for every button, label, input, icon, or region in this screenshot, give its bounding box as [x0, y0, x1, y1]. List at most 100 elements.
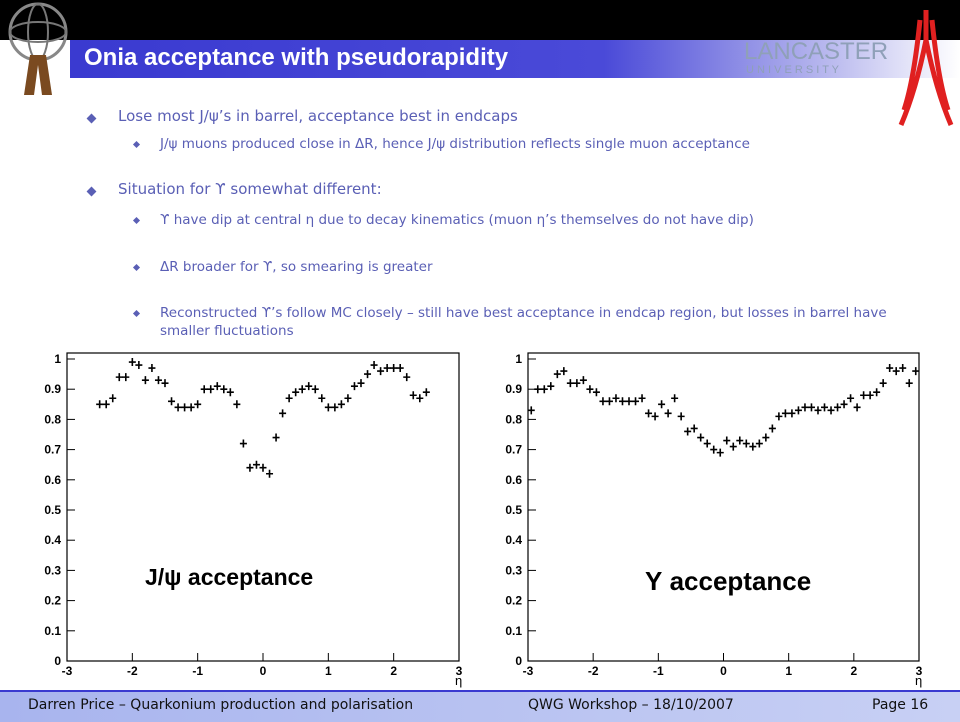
- point: [259, 463, 267, 472]
- point: [618, 397, 626, 406]
- point: [128, 358, 136, 367]
- x-tick-label: 0: [260, 664, 267, 678]
- point: [200, 385, 208, 394]
- title-bar: [70, 40, 960, 78]
- point: [409, 391, 417, 400]
- y-tick-label: 0.9: [505, 382, 522, 396]
- point: [807, 403, 815, 412]
- point: [305, 382, 313, 391]
- point: [749, 442, 757, 451]
- point: [141, 376, 149, 385]
- point: [181, 403, 189, 412]
- point: [246, 463, 254, 472]
- point: [762, 433, 770, 442]
- point: [187, 403, 195, 412]
- annotation: Υ acceptance: [645, 566, 811, 596]
- x-tick-label: -3: [523, 664, 534, 678]
- footer-left: Darren Price – Quarkonium production and…: [28, 697, 414, 713]
- point: [390, 364, 398, 373]
- x-tick-label: -1: [653, 664, 664, 678]
- bullet-icon: [132, 309, 141, 318]
- point: [324, 403, 332, 412]
- point: [213, 382, 221, 391]
- point: [847, 394, 855, 403]
- point: [102, 400, 110, 409]
- point: [566, 379, 574, 388]
- lancaster-logo: [898, 10, 954, 126]
- logo-name: LANCASTER: [744, 38, 889, 65]
- point: [664, 409, 672, 418]
- point: [886, 364, 894, 373]
- point: [632, 397, 640, 406]
- point: [207, 385, 215, 394]
- y-tick-label: 0.2: [505, 594, 522, 608]
- y-tick-label: 0: [54, 654, 61, 668]
- y-tick-label: 0.3: [505, 563, 522, 577]
- bullet-icon: [132, 263, 141, 272]
- x-tick-label: -3: [62, 664, 73, 678]
- point: [331, 403, 339, 412]
- y-tick-label: 0.4: [44, 533, 61, 547]
- point: [226, 388, 234, 397]
- point: [723, 436, 731, 445]
- footer-center: QWG Workshop – 18/10/2007: [528, 697, 734, 713]
- plot-frame: [527, 352, 920, 662]
- point: [592, 388, 600, 397]
- point: [677, 412, 685, 421]
- point: [233, 400, 241, 409]
- x-tick-label: -2: [127, 664, 138, 678]
- sub-bullet: ΔR broader for ϒ, so smearing is greater: [160, 259, 433, 275]
- x-tick-label: 3: [916, 664, 923, 678]
- logo-sub: U N I V E R S I T Y: [746, 64, 839, 76]
- point: [899, 364, 907, 373]
- y-tick-label: 1: [54, 352, 61, 366]
- point: [866, 391, 874, 400]
- point: [814, 406, 822, 415]
- point: [364, 370, 372, 379]
- x-tick-label: 0: [720, 664, 727, 678]
- point: [860, 391, 868, 400]
- point: [318, 394, 326, 403]
- x-tick-label: 2: [390, 664, 397, 678]
- point: [161, 379, 169, 388]
- point: [285, 394, 293, 403]
- point: [638, 394, 646, 403]
- x-tick-label: -1: [192, 664, 203, 678]
- bullet-icon: [132, 140, 141, 149]
- point: [573, 379, 581, 388]
- point: [873, 388, 881, 397]
- y-tick-label: 0.8: [505, 412, 522, 426]
- sub-bullet: ϒ have dip at central η due to decay kin…: [160, 212, 754, 228]
- y-tick-label: 0.3: [44, 563, 61, 577]
- point: [311, 385, 319, 394]
- y-tick-label: 1: [515, 352, 522, 366]
- point: [821, 403, 829, 412]
- point: [135, 361, 143, 370]
- y-tick-label: 0: [515, 654, 522, 668]
- y-tick-label: 0.7: [44, 443, 61, 457]
- sub-bullet: J/ψ muons produced close in ΔR, hence J/…: [160, 136, 750, 152]
- point: [115, 373, 123, 382]
- point: [357, 379, 365, 388]
- point: [148, 364, 156, 373]
- point: [337, 400, 345, 409]
- point: [174, 403, 182, 412]
- point: [697, 433, 705, 442]
- point: [298, 385, 306, 394]
- point: [239, 439, 247, 448]
- point: [703, 439, 711, 448]
- y-tick-label: 0.5: [505, 503, 522, 517]
- point: [194, 400, 202, 409]
- point: [109, 394, 117, 403]
- point: [801, 403, 809, 412]
- point: [710, 445, 718, 454]
- bullet: Situation for ϒ somewhat different:: [118, 180, 382, 198]
- plot-frame: [66, 352, 460, 662]
- point: [645, 409, 653, 418]
- point: [892, 367, 900, 376]
- point: [344, 394, 352, 403]
- y-tick-label: 0.4: [505, 533, 522, 547]
- x-tick-label: 1: [325, 664, 332, 678]
- x-tick-label: 2: [850, 664, 857, 678]
